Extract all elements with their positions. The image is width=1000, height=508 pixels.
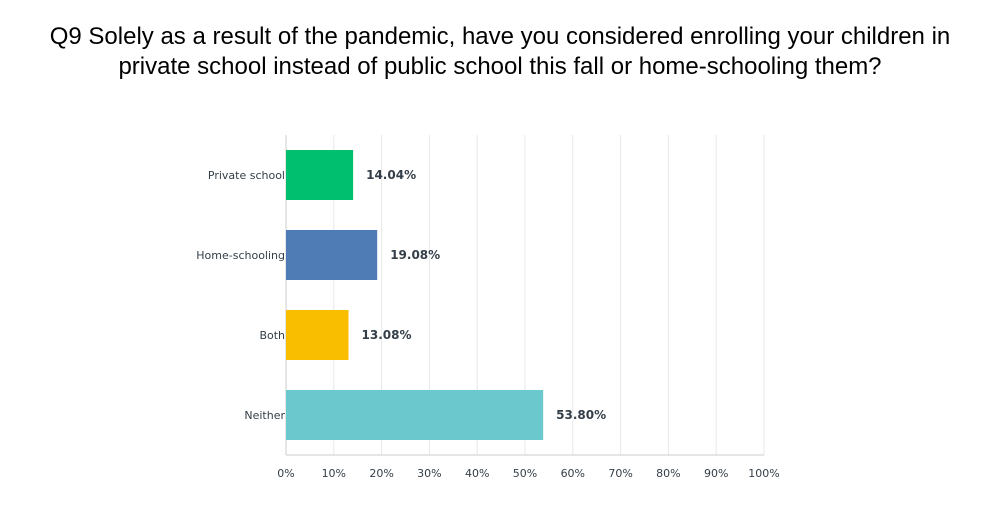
x-tick-label: 80%	[656, 467, 680, 480]
data-label: 19.08%	[390, 248, 440, 262]
x-tick-label: 20%	[369, 467, 393, 480]
bar	[286, 390, 544, 440]
data-label: 14.04%	[366, 168, 416, 182]
chart-title-line-1: Q9 Solely as a result of the pandemic, h…	[49, 23, 951, 50]
x-tick-label: 60%	[561, 467, 585, 480]
category-label: Neither	[244, 409, 285, 422]
chart-title: Q9 Solely as a result of the pandemic, h…	[0, 22, 1000, 82]
category-label: Both	[259, 329, 285, 342]
x-tick-label: 70%	[608, 467, 632, 480]
category-label: Home-schooling	[196, 249, 285, 262]
bar	[286, 310, 349, 360]
bar	[286, 150, 354, 200]
bar	[286, 230, 378, 280]
x-tick-label: 90%	[704, 467, 728, 480]
x-tick-label: 30%	[417, 467, 441, 480]
x-tick-label: 100%	[748, 467, 779, 480]
data-label: 13.08%	[362, 328, 412, 342]
data-label: 53.80%	[556, 408, 606, 422]
x-tick-label: 40%	[465, 467, 489, 480]
x-tick-label: 10%	[322, 467, 346, 480]
chart-title-line-2: private school instead of public school …	[118, 53, 882, 80]
category-label: Private school	[208, 169, 285, 182]
x-tick-label: 50%	[513, 467, 537, 480]
x-tick-label: 0%	[277, 467, 294, 480]
